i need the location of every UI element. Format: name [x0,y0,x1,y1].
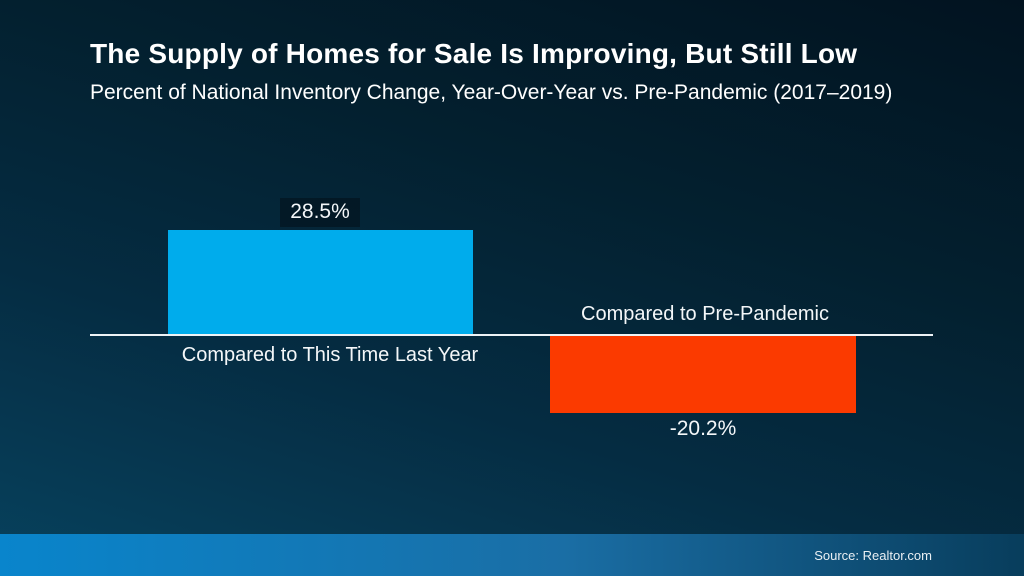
category-label-last-year: Compared to This Time Last Year [181,344,479,366]
bar-pre-pandemic [550,336,856,413]
chart-subtitle: Percent of National Inventory Change, Ye… [90,81,893,104]
value-label-positive-text: 28.5% [280,198,360,227]
category-label-pre-pandemic: Compared to Pre-Pandemic [581,303,829,325]
zero-baseline [90,334,933,336]
source-attribution: Source: Realtor.com [814,547,932,563]
footer-bar: Source: Realtor.com [0,534,1024,576]
bar-last-year [168,230,473,334]
value-label-negative: -20.2% [669,417,737,440]
chart-title: The Supply of Homes for Sale Is Improvin… [90,38,858,69]
value-label-positive: 28.5% [245,198,395,227]
